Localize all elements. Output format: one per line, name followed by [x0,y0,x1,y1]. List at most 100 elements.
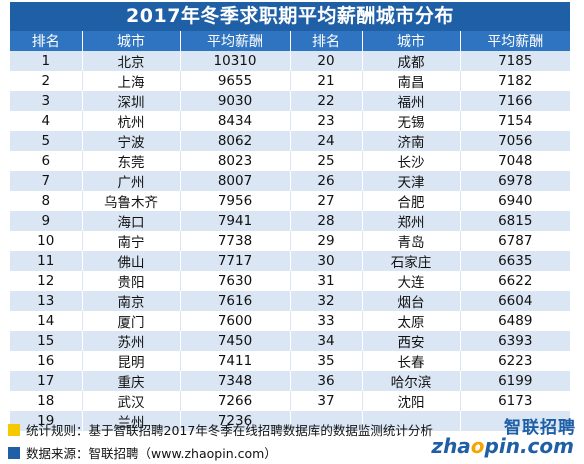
city-cell: 沈阳 [361,391,460,411]
salary-cell: 7185 [459,51,570,71]
salary-cell: 6622 [459,271,570,291]
salary-cell: 6489 [459,311,570,331]
salary-cell: 6199 [459,371,570,391]
rank-cell: 13 [10,291,82,311]
rank-cell: 6 [10,151,82,171]
table-row: 10 南宁 7738 29 青岛 6787 [10,231,570,251]
salary-cell: 7450 [179,331,290,351]
header-rank: 排名 [10,31,82,51]
salary-cell: 7738 [179,231,290,251]
rank-cell: 23 [289,111,362,131]
city-cell: 青岛 [361,231,460,251]
salary-cell: 7348 [179,371,290,391]
city-cell: 佛山 [81,251,180,271]
city-cell: 济南 [361,131,460,151]
rank-cell: 30 [289,251,362,271]
rank-cell: 35 [289,351,362,371]
salary-cell: 7154 [459,111,570,131]
table-title: 2017年冬季求职期平均薪酬城市分布 [10,2,570,31]
rank-cell: 3 [10,91,82,111]
table-row: 13 南京 7616 32 烟台 6604 [10,291,570,311]
table-row: 1 北京 10310 20 成都 7185 [10,51,570,71]
salary-cell: 7266 [179,391,290,411]
rank-cell: 24 [289,131,362,151]
city-cell: 合肥 [361,191,460,211]
city-cell: 无锡 [361,111,460,131]
salary-cell: 10310 [179,51,290,71]
rank-cell: 10 [10,231,82,251]
city-cell: 武汉 [81,391,180,411]
salary-cell: 7630 [179,271,290,291]
salary-cell: 6815 [459,211,570,231]
salary-cell: 6787 [459,231,570,251]
salary-cell: 7056 [459,131,570,151]
footer-rule: 统计规则：基于智联招聘2017年冬季在线招聘数据库的数据监测统计分析 [8,420,433,439]
rank-cell: 9 [10,211,82,231]
rank-cell: 37 [289,391,362,411]
table-row: 15 苏州 7450 34 西安 6393 [10,331,570,351]
salary-cell: 6223 [459,351,570,371]
salary-table-container: 2017年冬季求职期平均薪酬城市分布 排名 城市 平均薪酬 排名 城市 平均薪酬… [10,2,570,431]
table-row: 3 深圳 9030 22 福州 7166 [10,91,570,111]
city-cell: 兰州 [81,411,180,431]
rank-cell: 36 [289,371,362,391]
rank-cell: 26 [289,171,362,191]
city-cell: 上海 [81,71,180,91]
city-cell: 石家庄 [361,251,460,271]
rank-cell: 19 [10,411,82,431]
rank-cell: 1 [10,51,82,71]
salary-cell: 7182 [459,71,570,91]
table-row: 19 兰州 7236 [10,411,570,431]
table-row: 4 杭州 8434 23 无锡 7154 [10,111,570,131]
rank-cell: 22 [289,91,362,111]
rank-cell: 25 [289,151,362,171]
salary-cell: 7166 [459,91,570,111]
rank-cell: 31 [289,271,362,291]
city-cell: 广州 [81,171,180,191]
city-cell: 贵阳 [81,271,180,291]
salary-cell: 6940 [459,191,570,211]
logo-cn-text: 智联招聘 [504,418,576,438]
rank-cell: 11 [10,251,82,271]
rank-cell: 17 [10,371,82,391]
city-cell: 太原 [361,311,460,331]
salary-cell: 9030 [179,91,290,111]
rank-cell: 7 [10,171,82,191]
city-cell: 南宁 [81,231,180,251]
table-row: 12 贵阳 7630 31 大连 6622 [10,271,570,291]
city-cell: 乌鲁木齐 [81,191,180,211]
salary-cell [459,411,570,431]
city-cell: 南昌 [361,71,460,91]
city-cell [361,411,460,431]
city-cell: 成都 [361,51,460,71]
table-row: 5 宁波 8062 24 济南 7056 [10,131,570,151]
header-rank: 排名 [289,31,362,51]
rank-cell: 29 [289,231,362,251]
city-cell: 厦门 [81,311,180,331]
header-city: 城市 [81,31,180,51]
salary-cell: 6393 [459,331,570,351]
header-salary: 平均薪酬 [459,31,570,51]
salary-cell: 6978 [459,171,570,191]
rank-cell: 5 [10,131,82,151]
salary-cell: 7941 [179,211,290,231]
header-salary: 平均薪酬 [179,31,290,51]
table-row: 16 昆明 7411 35 长春 6223 [10,351,570,371]
logo-en-prefix: zha [431,434,471,458]
salary-cell: 8434 [179,111,290,131]
city-cell: 郑州 [361,211,460,231]
footer-rule-text: 统计规则：基于智联招聘2017年冬季在线招聘数据库的数据监测统计分析 [26,423,433,438]
city-cell: 烟台 [361,291,460,311]
city-cell: 东莞 [81,151,180,171]
salary-cell: 8007 [179,171,290,191]
rank-cell: 28 [289,211,362,231]
city-cell: 宁波 [81,131,180,151]
city-cell: 海口 [81,211,180,231]
salary-cell: 7600 [179,311,290,331]
rank-cell: 15 [10,331,82,351]
salary-cell: 8023 [179,151,290,171]
city-cell: 深圳 [81,91,180,111]
salary-cell: 7717 [179,251,290,271]
salary-cell: 6173 [459,391,570,411]
logo-en-o: o [470,434,485,458]
